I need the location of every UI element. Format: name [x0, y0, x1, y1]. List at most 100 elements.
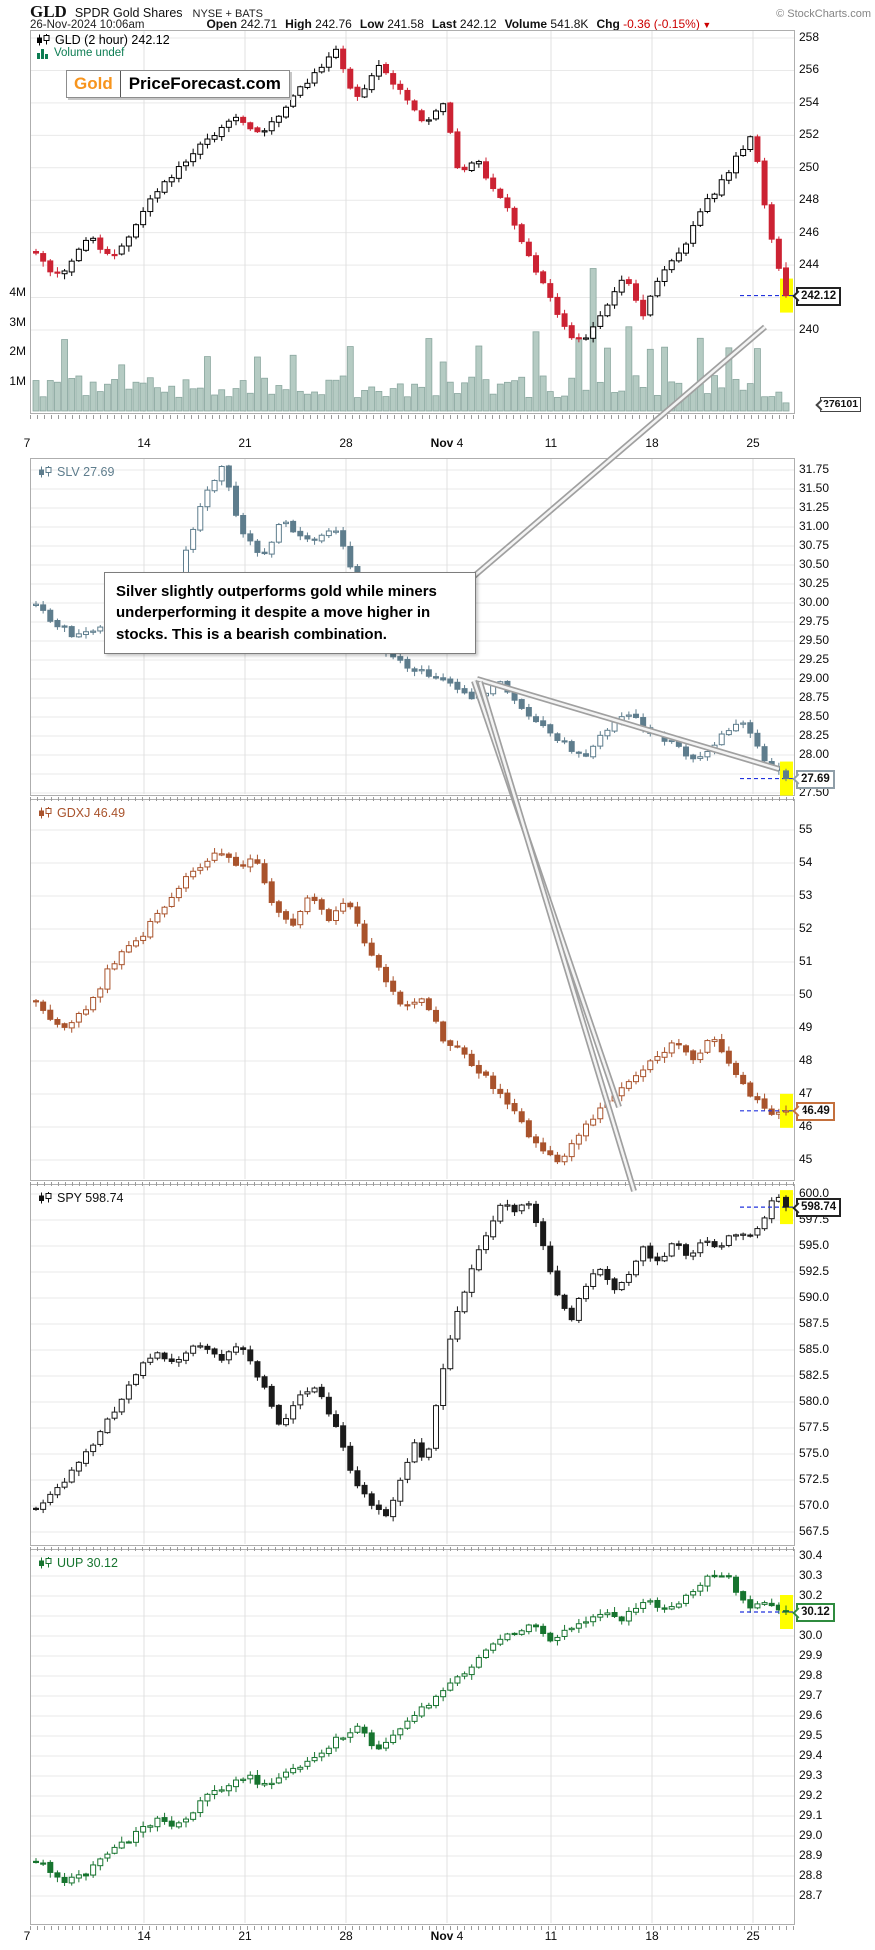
- candle-body: [475, 1249, 482, 1271]
- uup-legend: UUP 30.12: [38, 1556, 118, 1570]
- candle-body: [54, 271, 61, 274]
- candle-body: [704, 751, 711, 758]
- candle-body: [633, 1260, 639, 1276]
- candle-body: [268, 1782, 275, 1786]
- candle-body: [283, 1418, 289, 1426]
- candle-body: [161, 906, 168, 915]
- candle-body: [318, 899, 325, 910]
- volume-bar: [525, 396, 533, 412]
- candle-body: [68, 626, 75, 638]
- volume-bar: [211, 394, 218, 412]
- analyst-annotation-box: Silver slightly outperforms gold while m…: [104, 572, 476, 654]
- candle-body: [318, 1752, 325, 1758]
- candle-body: [568, 1307, 575, 1321]
- candle-body: [340, 1425, 347, 1448]
- y-axis-label: 31.75: [799, 462, 830, 476]
- candle-body: [247, 1349, 254, 1362]
- candle-body: [511, 207, 518, 226]
- candle-body: [597, 1107, 604, 1120]
- volume-bar: [46, 380, 54, 412]
- candle-body: [268, 541, 275, 555]
- candle-body: [47, 1493, 54, 1503]
- candle-body: [668, 1243, 675, 1257]
- candle-body: [675, 1603, 682, 1608]
- candle-body: [54, 1019, 61, 1025]
- candle-body: [754, 136, 761, 162]
- candle-body: [740, 1074, 747, 1085]
- candle-body: [383, 1741, 389, 1749]
- spy-legend-label: SPY 598.74: [57, 1191, 124, 1205]
- volume-bar: [289, 354, 297, 412]
- volume-bar: [182, 379, 190, 412]
- candle-body: [511, 1103, 518, 1112]
- y-axis-label: 47: [799, 1086, 813, 1100]
- candle-body: [75, 633, 82, 638]
- candle-body: [690, 1591, 697, 1596]
- candle-body: [440, 1368, 447, 1407]
- candle-body: [575, 1134, 582, 1145]
- volume-axis-label: 2M: [9, 344, 26, 358]
- candle-body: [568, 1627, 575, 1631]
- candle-body: [168, 896, 175, 907]
- candle-body: [347, 545, 354, 568]
- slv-legend: SLV 27.69: [38, 465, 114, 479]
- candle-body: [718, 733, 725, 746]
- volume-bar: [554, 396, 561, 412]
- candle-body: [318, 1386, 325, 1398]
- candle-body: [347, 68, 354, 89]
- candle-body: [440, 1690, 447, 1698]
- candle-body: [375, 64, 382, 77]
- candle-body: [83, 1451, 89, 1464]
- candle-body: [483, 1071, 489, 1076]
- y-axis-label: 577.5: [799, 1420, 830, 1434]
- candle-body: [175, 1822, 182, 1828]
- candle-body: [575, 751, 582, 754]
- x-axis-label: 7: [23, 1929, 31, 1943]
- volume-bar: [325, 379, 333, 412]
- candle-body: [168, 1358, 175, 1362]
- y-axis-label: 50: [799, 987, 813, 1001]
- candle-body: [340, 902, 347, 912]
- candle-body: [425, 669, 432, 677]
- candle-body: [561, 740, 568, 743]
- candle-body: [525, 1203, 532, 1206]
- candle-body: [647, 1245, 654, 1259]
- candle-body: [275, 901, 282, 913]
- candle-body: [175, 887, 182, 899]
- volume-bar: [568, 377, 576, 412]
- candle-body: [218, 1353, 225, 1361]
- candle-body: [625, 1273, 632, 1283]
- candle-body: [447, 1040, 454, 1046]
- candle-body: [368, 75, 375, 91]
- candle-body: [661, 1607, 668, 1610]
- volume-bar: [111, 379, 118, 412]
- candle-body: [261, 130, 268, 133]
- candle-body: [204, 489, 211, 508]
- candle-body: [104, 1853, 111, 1859]
- volume-bar: [718, 387, 726, 412]
- volume-bar: [396, 383, 404, 412]
- volume-legend: Volume undef: [36, 47, 124, 59]
- candle-body: [147, 1357, 154, 1363]
- candle-body: [461, 1047, 468, 1055]
- volume-bar: [432, 395, 440, 412]
- candle-body: [104, 968, 111, 990]
- annotation-arrow-highlight: [476, 677, 780, 771]
- candle-body: [240, 116, 247, 123]
- candle-body: [725, 730, 732, 736]
- candle-body: [75, 1461, 82, 1472]
- axis-tick-strip: [30, 1926, 795, 1930]
- y-axis-label: 254: [799, 94, 820, 109]
- candle-body: [240, 514, 247, 535]
- candle-body: [561, 1294, 568, 1309]
- y-axis-label: 30.2: [799, 1588, 823, 1602]
- candle-body: [761, 1602, 768, 1605]
- candle-body: [140, 210, 147, 226]
- candle-body: [297, 1766, 304, 1770]
- candle-body: [697, 1052, 704, 1061]
- candle-body: [233, 1346, 239, 1353]
- candle-body: [411, 1714, 418, 1722]
- candle-body: [525, 707, 532, 717]
- candle-body: [125, 1841, 132, 1844]
- x-axis-label: 28: [339, 436, 353, 450]
